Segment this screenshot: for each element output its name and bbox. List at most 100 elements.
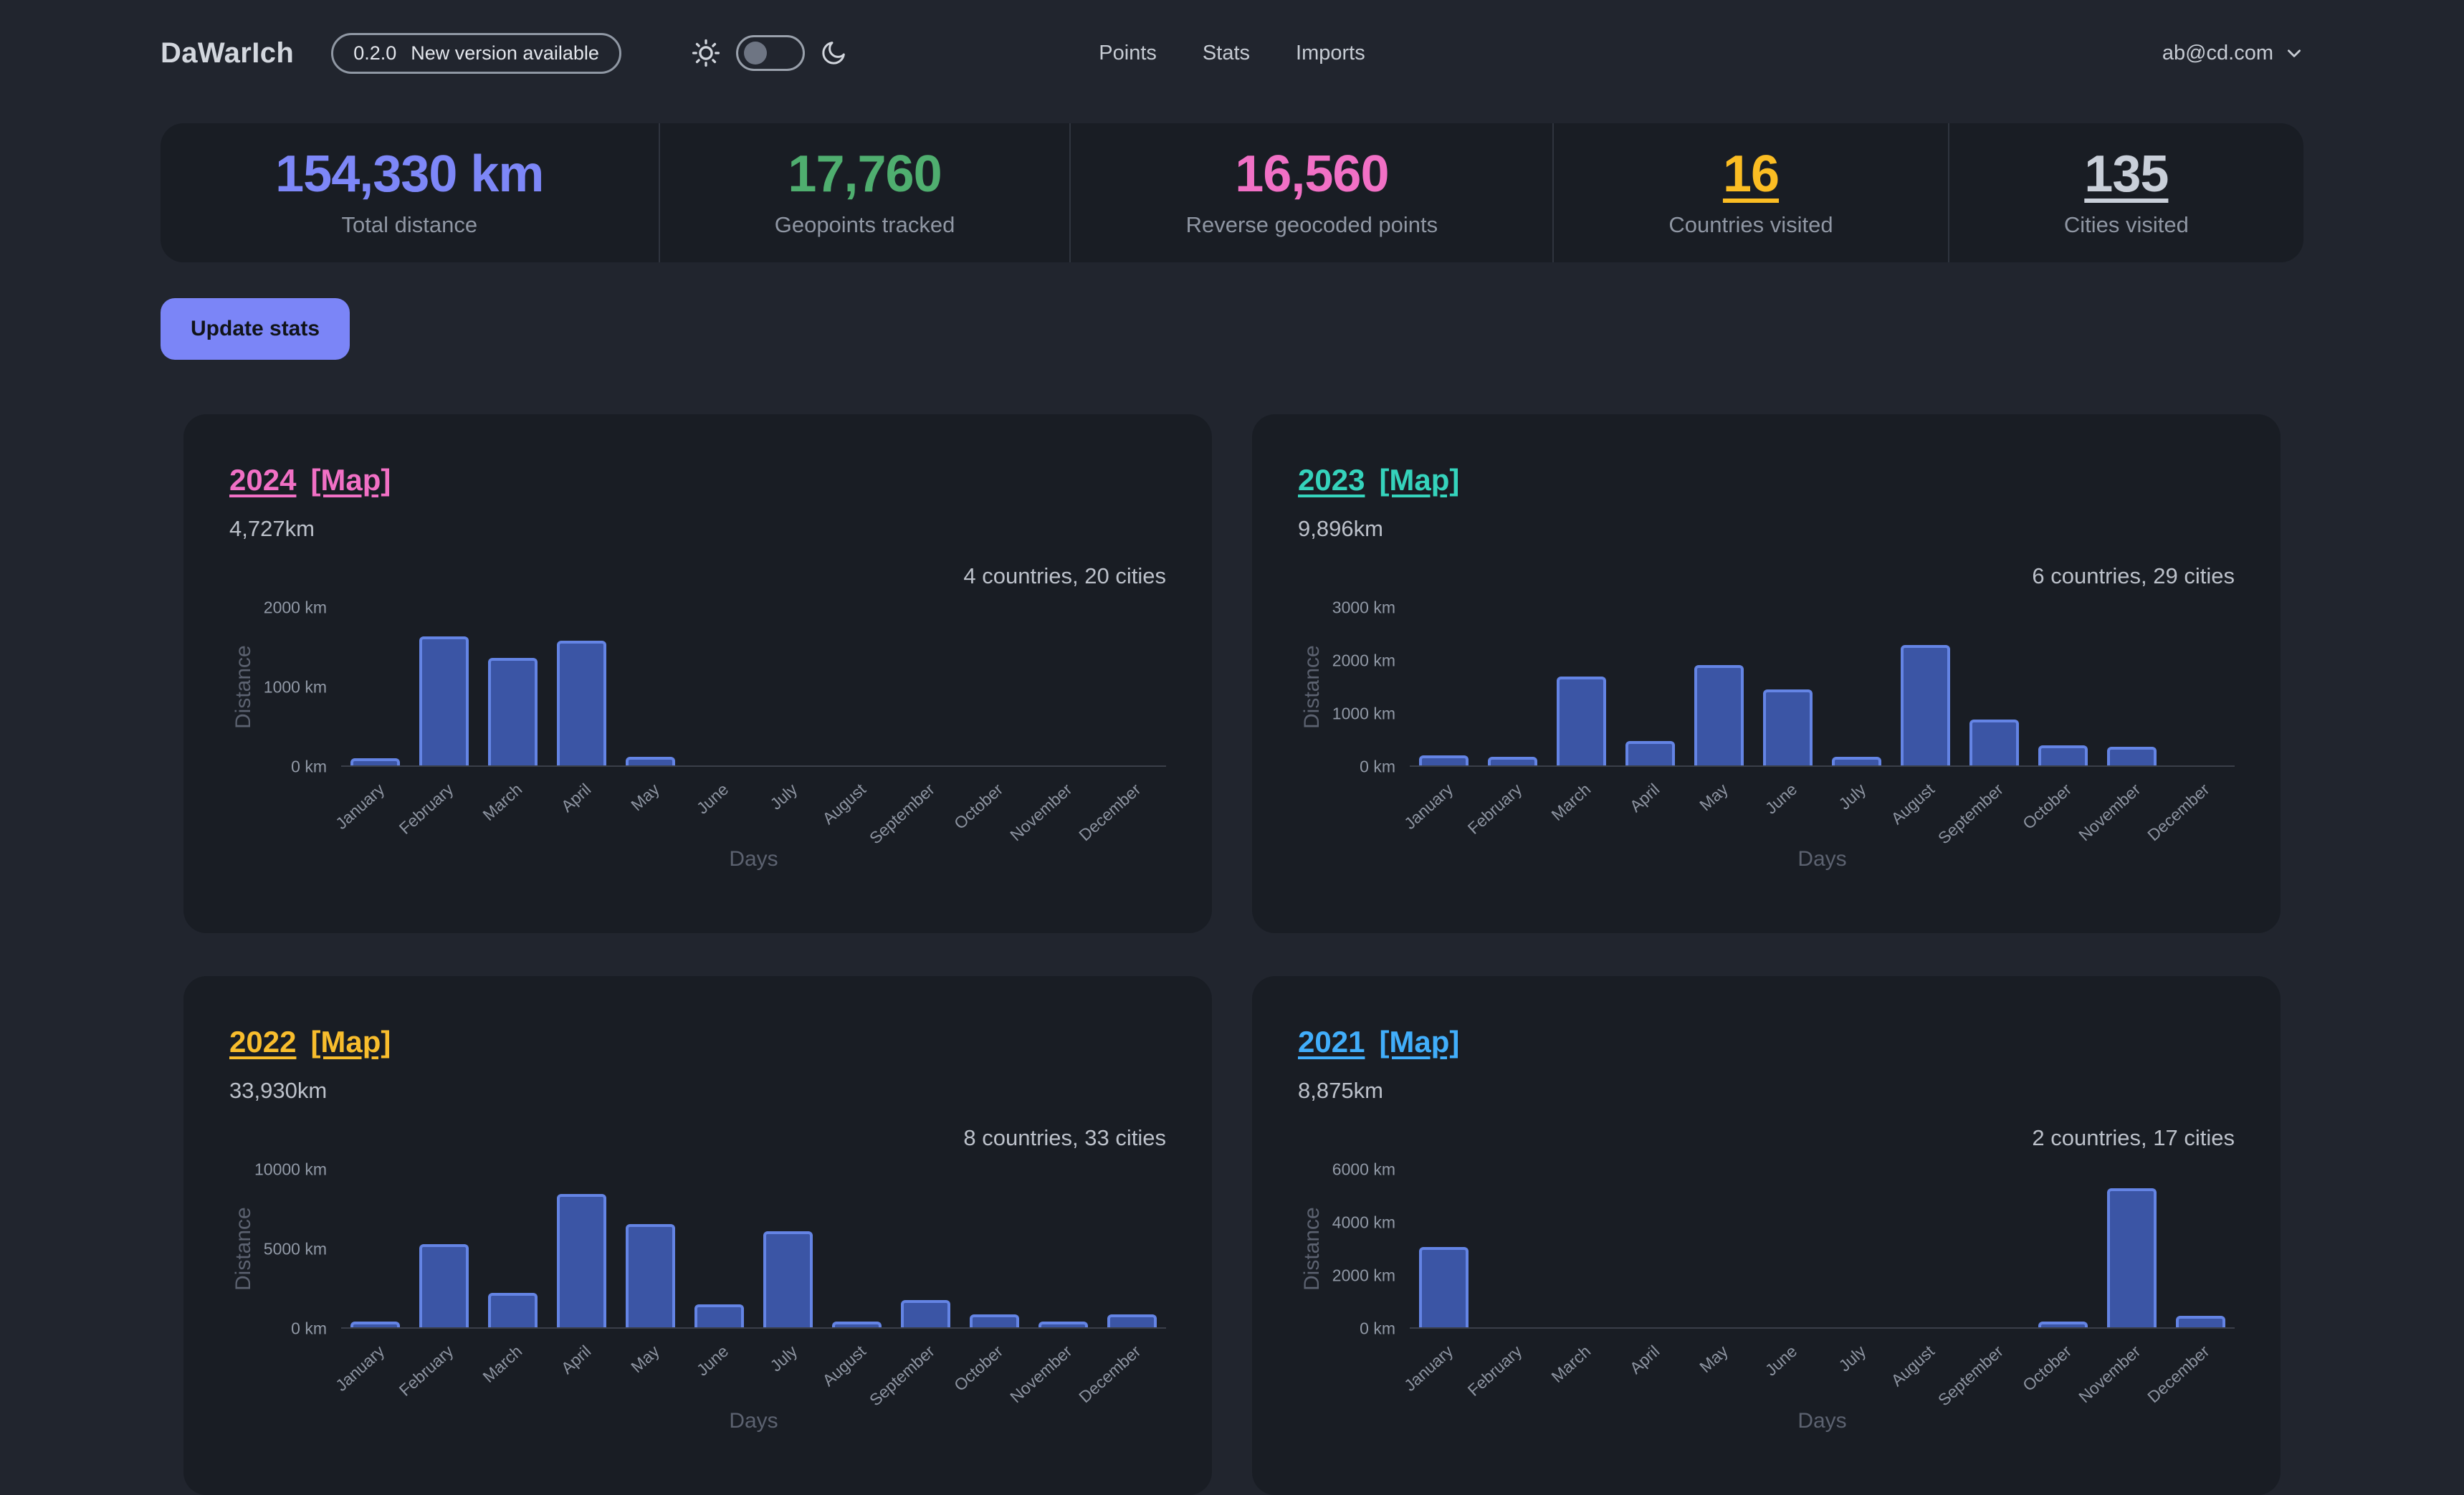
y-tick-label-1000: 1000 km [263, 677, 327, 697]
nav-points[interactable]: Points [1099, 41, 1157, 65]
bar-april [557, 1193, 607, 1327]
year-link-2021[interactable]: 2021 [1298, 1024, 1365, 1059]
bar-slot-december [2166, 1170, 2235, 1327]
theme-toggle[interactable] [735, 35, 805, 71]
y-tick-label-2000: 2000 km [1332, 651, 1395, 670]
x-tick-label-april: April [557, 779, 595, 816]
stat-total-distance-label: Total distance [341, 211, 478, 237]
bar-slot-february [1479, 1170, 1547, 1327]
x-tick-label-june: June [1761, 1341, 1800, 1380]
moon-icon [819, 39, 848, 67]
stat-countries-visited-link[interactable]: 16 [1722, 145, 1780, 203]
bar-slot-october [2028, 608, 2097, 765]
app-logo: DaWarIch [161, 37, 295, 69]
x-tick-label-january: January [1400, 779, 1457, 833]
x-tick-label-april: April [557, 1341, 595, 1377]
year-countries-cities: 6 countries, 29 cities [2032, 563, 2235, 588]
bar-february [419, 1243, 469, 1327]
x-tick-september: September [866, 1329, 960, 1410]
x-tick-label-july: July [766, 1341, 801, 1375]
year-link-2022[interactable]: 2022 [229, 1024, 297, 1059]
x-axis-title: Days [729, 846, 778, 871]
x-tick-january: January [332, 767, 410, 847]
x-tick-march: March [1547, 767, 1616, 847]
year-countries-cities: 2 countries, 17 cities [2032, 1124, 2235, 1150]
x-tick-may: May [616, 1329, 685, 1409]
monthly-distance-chart-2024: Distance 0 km 1000 km 2000 km January Februar… [229, 598, 1166, 876]
bar-slot-july [754, 1170, 823, 1327]
x-tick-label-january: January [332, 779, 388, 833]
map-link-2021[interactable]: [Map] [1379, 1024, 1460, 1059]
y-axis-title: Distance [1300, 1207, 1324, 1291]
bar-slot-june [685, 608, 754, 765]
stat-countries-visited: 16 Countries visited [1552, 123, 1947, 262]
bar-april [1625, 740, 1676, 765]
monthly-distance-chart-2021: Distance 0 km 2000 km 4000 km 6000 km January… [1298, 1160, 2235, 1438]
x-tick-july: July [754, 1329, 823, 1409]
bar-november [2106, 746, 2157, 765]
stat-cities-visited-link[interactable]: 135 [2084, 145, 2169, 203]
bar-slot-february [410, 608, 479, 765]
x-tick-april: April [548, 1329, 616, 1409]
y-tick-label-2000: 2000 km [1332, 1266, 1395, 1285]
x-tick-march: March [479, 767, 548, 847]
bar-january [1419, 755, 1469, 765]
bar-slot-september [1959, 608, 2028, 765]
bar-slot-october [960, 608, 1028, 765]
version-badge[interactable]: 0.2.0 New version available [331, 32, 621, 74]
chevron-down-icon [2285, 44, 2303, 62]
bar-july [1831, 756, 1882, 765]
map-link-2024[interactable]: [Map] [310, 462, 391, 497]
year-card-2024: 2024 [Map] 4,727km 4 countries, 20 cities… [183, 414, 1212, 933]
year-countries-cities: 4 countries, 20 cities [963, 563, 1166, 588]
year-card-2021-title: 2021 [Map] [1298, 1025, 2235, 1059]
x-axis-title: Days [1797, 1408, 1847, 1433]
y-tick-label-1000: 1000 km [1332, 704, 1395, 723]
x-tick-june: June [685, 767, 754, 847]
user-menu[interactable]: ab@cd.com [2162, 42, 2303, 65]
bar-slot-july [1823, 608, 1891, 765]
bar-june [694, 1304, 745, 1327]
stat-total-distance: 154,330 km Total distance [161, 123, 659, 262]
x-tick-label-march: March [479, 779, 526, 824]
bar-slot-february [1479, 608, 1547, 765]
bar-slot-january [341, 608, 410, 765]
x-tick-label-august: August [818, 1341, 869, 1390]
bar-slot-april [1616, 1170, 1685, 1327]
y-axis-title: Distance [231, 645, 255, 729]
nav-stats[interactable]: Stats [1202, 41, 1251, 65]
map-link-2023[interactable]: [Map] [1379, 462, 1460, 497]
y-tick-label-3000: 3000 km [1332, 598, 1395, 617]
year-cards-grid: 2024 [Map] 4,727km 4 countries, 20 cities… [161, 414, 2303, 1495]
map-link-2022[interactable]: [Map] [310, 1024, 391, 1059]
bar-august [831, 1321, 882, 1327]
x-tick-label-june: June [692, 1341, 732, 1380]
x-tick-february: February [395, 1329, 479, 1409]
user-email: ab@cd.com [2162, 41, 2273, 65]
x-tick-july: July [1823, 767, 1891, 847]
x-tick-march: March [479, 1329, 548, 1409]
bar-november [2106, 1188, 2157, 1327]
y-axis-tick-labels: 0 km 2000 km 4000 km 6000 km [1327, 1160, 1410, 1337]
year-link-2023[interactable]: 2023 [1298, 462, 1365, 497]
x-tick-label-january: January [332, 1341, 388, 1395]
bar-march [1557, 676, 1607, 765]
bar-slot-november [1028, 1170, 1097, 1327]
year-total-distance: 4,727km [229, 515, 315, 541]
x-tick-may: May [1685, 767, 1754, 847]
bar-february [1488, 756, 1538, 765]
nav-imports[interactable]: Imports [1296, 41, 1365, 65]
theme-controls [690, 35, 848, 71]
stat-cities-visited-label: Cities visited [2063, 211, 2189, 237]
theme-toggle-knob [743, 42, 767, 65]
x-tick-february: February [1463, 767, 1547, 847]
y-tick-label-5000: 5000 km [263, 1239, 327, 1258]
update-stats-button[interactable]: Update stats [161, 297, 350, 360]
bar-march [488, 1292, 538, 1327]
bar-slot-december [1097, 608, 1166, 765]
bar-slot-august [822, 608, 891, 765]
y-tick-label-0: 0 km [1360, 1319, 1395, 1338]
sun-icon [690, 37, 722, 69]
bar-march [488, 657, 538, 765]
year-link-2024[interactable]: 2024 [229, 462, 297, 497]
